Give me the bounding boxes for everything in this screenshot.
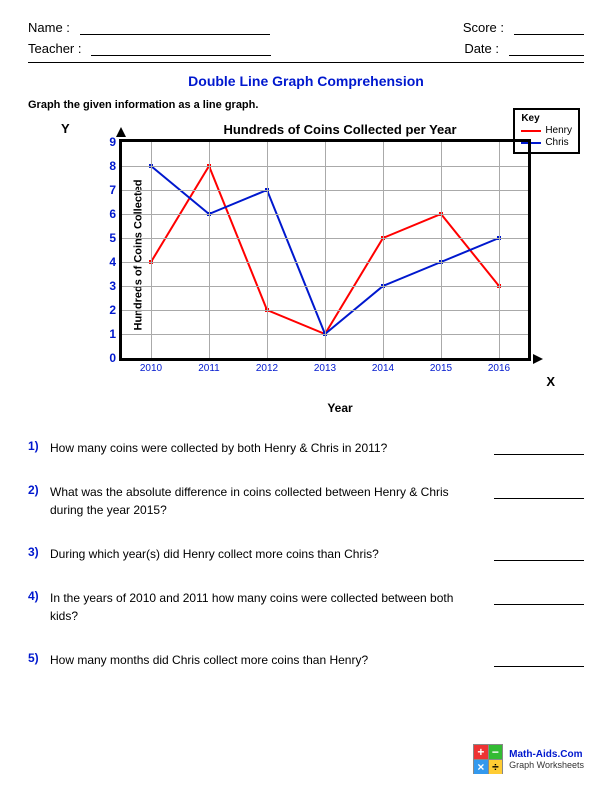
question-row: 4)In the years of 2010 and 2011 how many… [28, 589, 584, 625]
arrow-right-icon [533, 354, 543, 364]
header-row-1: Name : Score : [28, 20, 584, 35]
answer-blank[interactable] [494, 547, 584, 561]
question-number: 2) [28, 483, 50, 497]
question-text: What was the absolute difference in coin… [50, 483, 494, 519]
gridline-v [267, 142, 268, 358]
xtick-label: 2015 [430, 363, 452, 374]
ytick-label: 0 [109, 351, 116, 365]
gridline-v [209, 142, 210, 358]
question-row: 5)How many months did Chris collect more… [28, 651, 584, 669]
question-row: 3)During which year(s) did Henry collect… [28, 545, 584, 563]
plot-area: 01234567892010201120122013201420152016 [119, 139, 531, 361]
answer-blank[interactable] [494, 591, 584, 605]
gridline-v [383, 142, 384, 358]
chart-title: Hundreds of Coins Collected per Year [139, 122, 541, 137]
score-label: Score : [463, 20, 504, 35]
ytick-label: 7 [109, 183, 116, 197]
divide-icon: ÷ [489, 760, 503, 774]
answer-blank[interactable] [494, 441, 584, 455]
x-axis-label: Year [139, 401, 541, 415]
math-aids-icon: + − × ÷ [473, 744, 503, 774]
gridline-v [325, 142, 326, 358]
date-field: Date : [464, 41, 584, 56]
chart: Hundreds of Coins Collected per Year Y X… [71, 125, 541, 385]
question-row: 1)How many coins were collected by both … [28, 439, 584, 457]
xtick-label: 2010 [140, 363, 162, 374]
ytick-label: 6 [109, 207, 116, 221]
ytick-label: 9 [109, 135, 116, 149]
question-number: 3) [28, 545, 50, 559]
name-blank[interactable] [80, 21, 270, 35]
question-number: 5) [28, 651, 50, 665]
minus-icon: − [489, 745, 503, 759]
ytick-label: 4 [109, 255, 116, 269]
page-title: Double Line Graph Comprehension [28, 73, 584, 89]
ytick-label: 5 [109, 231, 116, 245]
teacher-field: Teacher : [28, 41, 271, 56]
footer-site-link[interactable]: Math-Aids.Com [509, 749, 582, 760]
header-rule [28, 62, 584, 63]
y-axis-letter: Y [61, 121, 70, 136]
name-label: Name : [28, 20, 70, 35]
ytick-label: 3 [109, 279, 116, 293]
name-field: Name : [28, 20, 270, 35]
xtick-label: 2012 [256, 363, 278, 374]
ytick-label: 2 [109, 303, 116, 317]
question-number: 1) [28, 439, 50, 453]
header-row-2: Teacher : Date : [28, 41, 584, 56]
score-blank[interactable] [514, 21, 584, 35]
instruction-text: Graph the given information as a line gr… [28, 99, 584, 111]
x-axis-letter: X [546, 374, 555, 389]
gridline-v [441, 142, 442, 358]
ytick-label: 1 [109, 327, 116, 341]
times-icon: × [474, 760, 488, 774]
date-label: Date : [464, 41, 499, 56]
date-blank[interactable] [509, 42, 584, 56]
xtick-label: 2011 [198, 363, 220, 374]
teacher-label: Teacher : [28, 41, 81, 56]
xtick-label: 2013 [314, 363, 336, 374]
footer-text: Math-Aids.Com Graph Worksheets [509, 749, 584, 770]
question-text: During which year(s) did Henry collect m… [50, 545, 494, 563]
teacher-blank[interactable] [91, 42, 271, 56]
gridline-v [151, 142, 152, 358]
question-text: In the years of 2010 and 2011 how many c… [50, 589, 494, 625]
answer-blank[interactable] [494, 653, 584, 667]
arrow-up-icon [116, 127, 126, 137]
score-field: Score : [463, 20, 584, 35]
question-text: How many months did Chris collect more c… [50, 651, 494, 669]
footer: + − × ÷ Math-Aids.Com Graph Worksheets [473, 744, 584, 774]
questions-list: 1)How many coins were collected by both … [28, 439, 584, 669]
footer-subtitle: Graph Worksheets [509, 760, 584, 770]
ytick-label: 8 [109, 159, 116, 173]
xtick-label: 2014 [372, 363, 394, 374]
question-number: 4) [28, 589, 50, 603]
legend-label: Chris [545, 137, 568, 149]
answer-blank[interactable] [494, 485, 584, 499]
plus-icon: + [474, 745, 488, 759]
question-text: How many coins were collected by both He… [50, 439, 494, 457]
question-row: 2)What was the absolute difference in co… [28, 483, 584, 519]
gridline-v [499, 142, 500, 358]
xtick-label: 2016 [488, 363, 510, 374]
legend-label: Henry [545, 125, 572, 137]
